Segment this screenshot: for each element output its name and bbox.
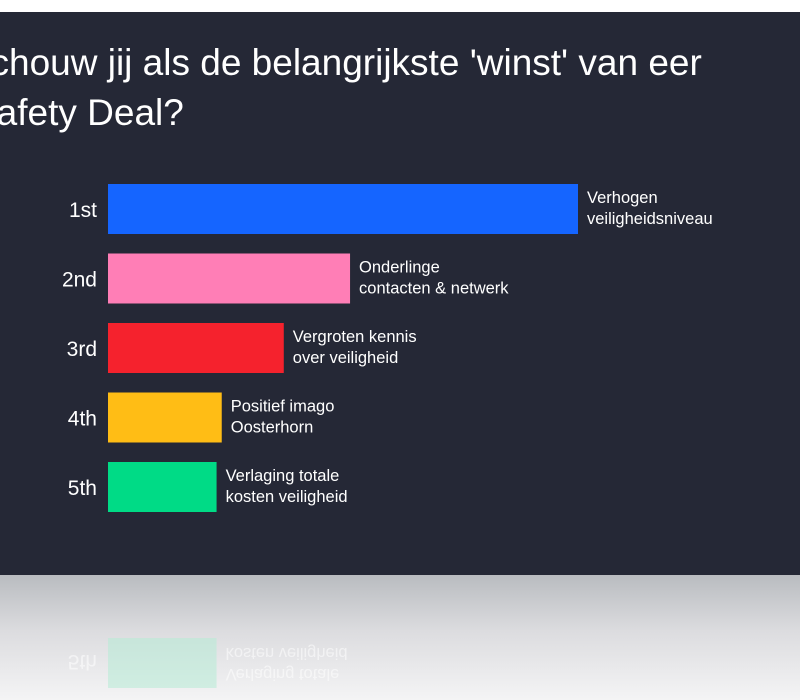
bar-label-3-line-2: over veiligheid: [293, 349, 398, 367]
bar-label-1: Verhogen veiligheidsniveau: [587, 189, 713, 228]
bar-1: [108, 184, 578, 234]
bar-label-2-line-2: contacten & netwerk: [359, 280, 509, 298]
bar-label-4: Positief imago Oosterhorn: [231, 398, 335, 437]
bar-label-2: Onderlinge contacten & netwerk: [359, 259, 509, 298]
reflection-label: Verlaging totale kosten veiligheid: [226, 644, 348, 683]
reflection-label-line-1: Verlaging totale: [226, 665, 340, 683]
rank-label-1: 1st: [69, 199, 97, 222]
bar-5: [108, 462, 217, 512]
reflection-rank: 5th: [68, 650, 97, 673]
title-line-1: schouw jij als de belangrijkste 'winst' …: [0, 42, 702, 83]
bar-label-3: Vergroten kennis over veiligheid: [293, 328, 417, 367]
rank-label-5: 5th: [68, 477, 97, 500]
bar-chart: 1st Verhogen veiligheidsniveau 2nd Onderling…: [62, 184, 713, 512]
chart-title: schouw jij als de belangrijkste 'winst' …: [0, 38, 800, 138]
reflection-label-line-2: kosten veiligheid: [226, 644, 348, 662]
reflection-chart: 5th Verlaging totale kosten veiligheid: [68, 638, 348, 688]
reflection-group: 5th Verlaging totale kosten veiligheid: [68, 638, 348, 688]
title-line-2: Safety Deal?: [0, 92, 184, 133]
bar-3: [108, 323, 284, 373]
bar-2: [108, 253, 351, 304]
rank-label-2: 2nd: [62, 269, 97, 292]
bar-label-2-line-1: Onderlinge: [359, 259, 440, 277]
rank-label-3: 3rd: [67, 338, 97, 361]
slide-reflection: 5th Verlaging totale kosten veiligheid: [0, 575, 800, 700]
bar-label-4-line-1: Positief imago: [231, 398, 335, 416]
bar-label-1-line-2: veiligheidsniveau: [587, 210, 713, 228]
bar-4: [108, 392, 222, 443]
rank-label-4: 4th: [68, 408, 97, 431]
slide: schouw jij als de belangrijkste 'winst' …: [0, 12, 800, 575]
bar-label-1-line-1: Verhogen: [587, 189, 658, 207]
bar-label-5: Verlaging totale kosten veiligheid: [226, 467, 348, 506]
bar-label-5-line-2: kosten veiligheid: [226, 488, 348, 506]
bar-label-3-line-1: Vergroten kennis: [293, 328, 417, 346]
bar-label-5-line-1: Verlaging totale: [226, 467, 340, 485]
bar-label-4-line-2: Oosterhorn: [231, 419, 314, 437]
reflection-bar: [108, 638, 217, 688]
